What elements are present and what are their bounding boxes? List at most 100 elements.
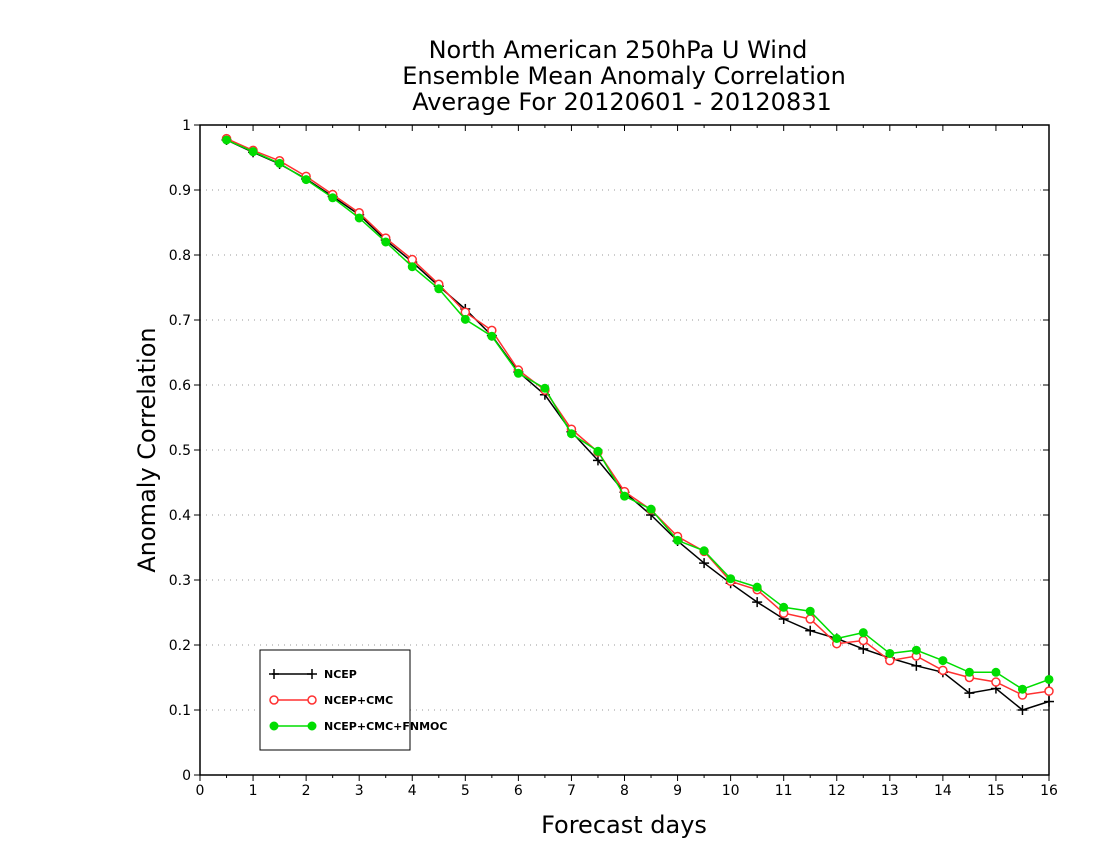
data-point-ncep-cmc-fnmoc (275, 158, 285, 168)
y-tick-label: 0.7 (169, 313, 191, 329)
data-point-ncep-cmc (991, 677, 1001, 687)
x-tick-label: 4 (408, 783, 417, 799)
data-point-ncep-cmc-fnmoc (858, 628, 868, 638)
legend-marker-ncep-cmc-fnmoc (307, 721, 317, 731)
legend-marker-ncep-cmc (269, 695, 279, 705)
data-point-ncep-cmc-fnmoc (222, 135, 232, 145)
series-line-ncep-cmc-fnmoc (226, 139, 1050, 691)
y-tick-label: 0.5 (169, 443, 191, 459)
data-point-ncep-cmc-fnmoc (354, 213, 364, 223)
data-point-ncep-cmc-fnmoc (1017, 684, 1027, 694)
data-point-ncep (699, 558, 710, 569)
data-point-ncep-cmc-fnmoc (434, 284, 444, 294)
axes: 00.10.20.30.40.50.60.70.80.910 1 2 3 4 5 6 7 8 9 1… (169, 118, 1058, 799)
data-point-ncep-cmc-fnmoc (513, 368, 523, 378)
chart-title-line-3: Average For 20120601 - 20120831 (412, 88, 832, 116)
data-point-ncep-cmc-fnmoc (805, 606, 815, 616)
chart-title-line-1: North American 250hPa U Wind (429, 36, 808, 64)
data-point-ncep-cmc-fnmoc (487, 331, 497, 341)
data-point-ncep-cmc-fnmoc (673, 535, 683, 545)
data-point-ncep (592, 455, 603, 466)
legend-marker-ncep (307, 669, 317, 679)
data-point-ncep-cmc-fnmoc (699, 546, 709, 556)
data-point-ncep (1044, 696, 1054, 707)
data-point-ncep-cmc-fnmoc (593, 446, 603, 456)
x-tick-label: 0 (196, 783, 205, 799)
data-point-ncep-cmc-fnmoc (885, 648, 895, 658)
data-point-ncep (1017, 705, 1028, 715)
legend-marker-ncep (269, 669, 279, 679)
y-tick-label: 0.9 (169, 183, 191, 199)
y-tick-label: 0.2 (169, 638, 191, 654)
x-tick-label: 16 (1040, 783, 1058, 799)
data-point-ncep-cmc-fnmoc (566, 429, 576, 439)
data-point-ncep-cmc-fnmoc (991, 667, 1001, 677)
data-point-ncep-cmc (858, 635, 869, 646)
x-tick-label: 10 (722, 783, 740, 799)
y-tick-label: 0.1 (169, 703, 191, 719)
data-point-ncep-cmc-fnmoc (752, 582, 762, 592)
data-series (221, 133, 1054, 715)
x-tick-label: 6 (514, 783, 523, 799)
x-tick-label: 5 (461, 783, 470, 799)
x-tick-label: 13 (881, 783, 899, 799)
data-point-ncep (752, 597, 763, 608)
legend-marker-ncep-cmc (307, 695, 317, 705)
data-point-ncep-cmc-fnmoc (1044, 674, 1054, 684)
x-tick-label: 1 (249, 783, 258, 799)
y-axis-title: Anomaly Correlation (133, 327, 161, 572)
legend-label-ncep-cmc: NCEP+CMC (324, 694, 393, 707)
data-point-ncep (805, 625, 816, 636)
x-tick-label: 3 (355, 783, 364, 799)
data-point-ncep-cmc-fnmoc (248, 147, 258, 157)
y-tick-label: 1 (182, 118, 191, 134)
x-tick-label: 14 (934, 783, 952, 799)
x-tick-label: 7 (567, 783, 576, 799)
data-point-ncep-cmc-fnmoc (407, 262, 417, 272)
series-ncep-cmc-fnmoc (222, 135, 1054, 694)
data-point-ncep-cmc-fnmoc (832, 634, 842, 643)
x-tick-label: 11 (775, 783, 793, 799)
data-point-ncep-cmc (1044, 686, 1054, 696)
data-point-ncep-cmc-fnmoc (540, 383, 550, 393)
data-point-ncep-cmc-fnmoc (911, 645, 921, 655)
x-axis-title: Forecast days (541, 811, 707, 839)
data-point-ncep-cmc-fnmoc (301, 175, 311, 185)
data-point-ncep-cmc-fnmoc (460, 314, 470, 324)
chart-title: North American 250hPa U Wind Ensemble Me… (402, 36, 846, 116)
x-tick-label: 12 (828, 783, 846, 799)
series-line-ncep-cmc (226, 137, 1050, 696)
x-tick-label: 8 (620, 783, 629, 799)
y-tick-label: 0 (182, 768, 191, 784)
legend-label-ncep-cmc-fnmoc: NCEP+CMC+FNMOC (324, 720, 447, 733)
legend-marker-ncep-cmc-fnmoc (269, 721, 279, 731)
data-point-ncep-cmc (938, 665, 948, 676)
data-point-ncep-cmc-fnmoc (964, 667, 974, 677)
series-ncep (221, 134, 1054, 715)
series-line-ncep (226, 139, 1050, 711)
legend: NCEP NCEP+CMC NCEP+CMC+FNMOC (259, 649, 447, 751)
data-point-ncep (964, 688, 975, 699)
data-point-ncep-cmc-fnmoc (328, 193, 338, 203)
y-tick-label: 0.3 (169, 573, 191, 589)
data-point-ncep-cmc-fnmoc (620, 491, 629, 501)
y-tick-label: 0.4 (169, 508, 191, 524)
data-point-ncep-cmc-fnmoc (726, 574, 736, 584)
data-point-ncep-cmc-fnmoc (938, 656, 948, 666)
y-tick-label: 0.6 (169, 378, 191, 394)
data-point-ncep-cmc (805, 614, 815, 624)
data-point-ncep (858, 643, 869, 654)
data-point-ncep-cmc-fnmoc (779, 602, 789, 612)
legend-label-ncep: NCEP (324, 668, 357, 681)
x-tick-label: 15 (987, 783, 1005, 799)
chart-title-line-2: Ensemble Mean Anomaly Correlation (402, 62, 846, 90)
y-tick-label: 0.8 (169, 248, 191, 264)
data-point-ncep-cmc-fnmoc (646, 504, 656, 514)
data-point-ncep (911, 660, 922, 671)
data-point-ncep-cmc-fnmoc (381, 237, 391, 247)
gridlines (200, 189, 1049, 711)
x-tick-label: 9 (673, 783, 682, 799)
series-ncep-cmc (221, 133, 1054, 700)
